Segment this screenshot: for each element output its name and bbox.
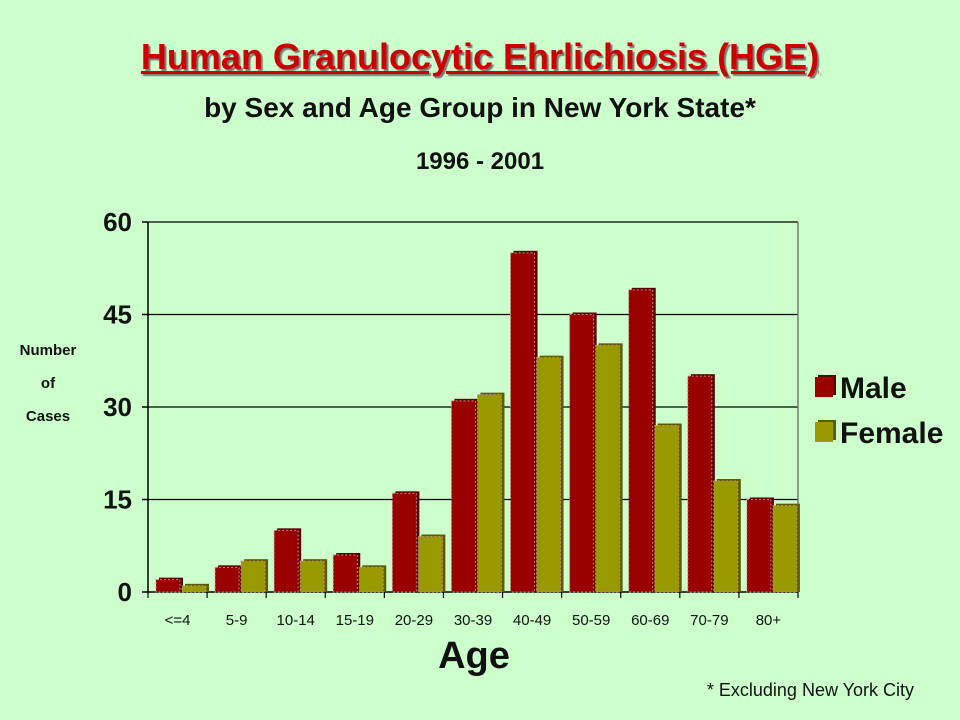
bar-male bbox=[628, 289, 654, 593]
bar-male bbox=[214, 566, 240, 593]
y-tick-label: 45 bbox=[103, 300, 132, 330]
legend-swatch bbox=[815, 377, 833, 397]
bar-female bbox=[713, 480, 739, 593]
x-tick-label: 15-19 bbox=[336, 612, 374, 629]
x-tick-label: <=4 bbox=[165, 612, 191, 629]
y-tick-label: 15 bbox=[103, 485, 132, 515]
bar-female bbox=[654, 425, 680, 593]
x-tick-label: 60-69 bbox=[631, 612, 669, 629]
y-axis-label: Number of Cases bbox=[0, 334, 96, 433]
bar-male bbox=[510, 252, 536, 593]
bar-male bbox=[569, 314, 595, 593]
x-tick-label: 10-14 bbox=[277, 612, 315, 629]
y-axis-label-line-1: Number bbox=[19, 342, 77, 359]
legend-swatch bbox=[815, 422, 833, 442]
chart-subtitle: by Sex and Age Group in New York State* bbox=[204, 92, 756, 123]
bar-female bbox=[536, 357, 562, 593]
x-tick-label: 80+ bbox=[756, 612, 782, 629]
bar-female bbox=[181, 585, 207, 593]
legend-label: Male bbox=[840, 372, 907, 405]
x-tick-label: 50-59 bbox=[572, 612, 610, 629]
x-tick-label: 30-39 bbox=[454, 612, 492, 629]
bar-male bbox=[155, 579, 181, 593]
y-axis-label-line-3: Cases bbox=[25, 408, 71, 425]
x-tick-label: 70-79 bbox=[690, 612, 728, 629]
bar-female bbox=[476, 394, 502, 593]
x-tick-label: 40-49 bbox=[513, 612, 551, 629]
bar-male bbox=[687, 375, 713, 593]
bar-male bbox=[450, 400, 476, 593]
bar-female bbox=[240, 560, 266, 593]
bar-male bbox=[273, 529, 299, 593]
y-axis-label-line-2: of bbox=[40, 375, 56, 392]
y-tick-label: 0 bbox=[118, 577, 132, 607]
chart-period: 1996 - 2001 bbox=[415, 148, 545, 175]
x-tick-label: 5-9 bbox=[226, 612, 248, 629]
y-tick-label: 60 bbox=[103, 207, 132, 237]
bar-female bbox=[299, 560, 325, 593]
x-tick-label: 20-29 bbox=[395, 612, 433, 629]
chart-title: Human Granulocytic Ehrlichiosis (HGE) bbox=[140, 36, 820, 77]
x-axis-label: Age bbox=[438, 635, 510, 677]
bar-female bbox=[595, 344, 621, 593]
bar-female bbox=[358, 566, 384, 593]
bar-male bbox=[332, 554, 358, 593]
legend-label: Female bbox=[840, 417, 943, 450]
bar-female bbox=[772, 505, 798, 593]
bar-male bbox=[391, 492, 417, 593]
bar-male bbox=[746, 499, 772, 593]
y-tick-label: 30 bbox=[103, 392, 132, 422]
footnote: * Excluding New York City bbox=[706, 680, 914, 700]
bar-female bbox=[417, 536, 443, 593]
